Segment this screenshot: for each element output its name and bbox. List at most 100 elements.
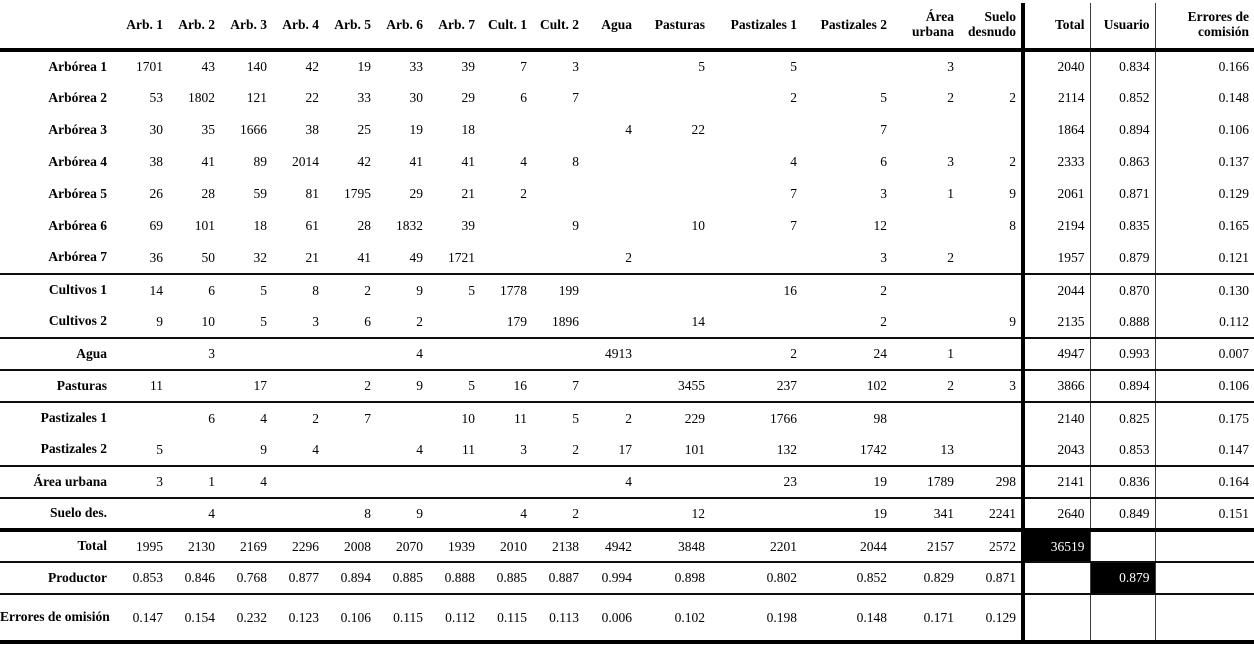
value-cell: 0.894 bbox=[1089, 370, 1155, 402]
value-cell: 24 bbox=[873, 346, 888, 361]
column-header-pastizales-2: Pastizales 2 bbox=[820, 16, 887, 32]
value-cell: 0.148 bbox=[856, 609, 887, 625]
value-cell: 2014 bbox=[292, 154, 319, 169]
value-cell: 0.849 bbox=[1089, 498, 1155, 530]
value-cell: 2241 bbox=[989, 505, 1016, 521]
value-cell: 17 bbox=[618, 441, 633, 457]
value-cell: 9 bbox=[416, 378, 423, 393]
value-cell: 35 bbox=[201, 122, 216, 137]
value-cell: 229 bbox=[684, 410, 705, 426]
value-cell: 9 bbox=[416, 282, 423, 298]
value-cell: 132 bbox=[776, 441, 797, 457]
value-cell: 2 bbox=[947, 378, 954, 393]
value-cell: 0.102 bbox=[674, 609, 705, 625]
value-cell: 0.835 bbox=[1089, 210, 1155, 242]
value-cell: 19 bbox=[873, 505, 888, 521]
column-header-pasturas: Pasturas bbox=[654, 16, 705, 32]
value-cell bbox=[710, 242, 802, 274]
value-cell: 2 bbox=[364, 378, 371, 393]
value-cell: 30 bbox=[149, 122, 164, 137]
value-cell: 6 bbox=[520, 90, 527, 105]
value-cell bbox=[532, 242, 584, 274]
value-cell: 2 bbox=[947, 249, 954, 265]
value-cell: 0.846 bbox=[184, 570, 215, 585]
value-cell bbox=[112, 338, 168, 370]
value-cell bbox=[168, 370, 220, 402]
value-cell: 4942 bbox=[605, 538, 632, 554]
value-cell: 0.885 bbox=[392, 570, 423, 585]
value-cell: 7 bbox=[572, 378, 579, 393]
value-cell bbox=[892, 402, 959, 434]
value-cell: 0.129 bbox=[985, 609, 1016, 625]
value-cell bbox=[710, 498, 802, 530]
value-cell: 33 bbox=[409, 59, 424, 74]
column-header-cult-2: Cult. 2 bbox=[539, 16, 579, 32]
value-cell: 1721 bbox=[448, 249, 475, 265]
value-cell bbox=[802, 50, 892, 82]
value-cell: 2572 bbox=[989, 538, 1016, 554]
table-row-pastizales-2: Pastizales 2 5 9 4 4 11 3 2 17 101 132 1742 13 2043 0.… bbox=[0, 434, 1254, 466]
value-cell: 3 bbox=[208, 346, 215, 361]
value-cell: 1701 bbox=[136, 59, 163, 74]
value-cell: 4 bbox=[625, 474, 632, 489]
value-cell: 2194 bbox=[1021, 210, 1090, 242]
value-cell: 2 bbox=[416, 313, 423, 329]
matrix-body: Arbórea 1 1701 43 140 42 19 33 39 7 3 5 5 3 2040 0.834… bbox=[0, 50, 1254, 642]
value-cell: 12 bbox=[691, 505, 706, 521]
value-cell: 3 bbox=[1009, 378, 1016, 393]
value-cell: 16 bbox=[513, 378, 528, 393]
value-cell bbox=[959, 434, 1023, 466]
table-row-agua: Agua 3 4 4913 2 24 1 4947 0.993 0.007 bbox=[0, 338, 1254, 370]
value-cell: 4 bbox=[790, 154, 797, 169]
row-label: Errores de omisión bbox=[0, 609, 110, 625]
value-cell bbox=[892, 306, 959, 338]
value-cell: 9 bbox=[1009, 186, 1016, 201]
value-cell: 13 bbox=[940, 441, 955, 457]
value-cell: 4 bbox=[208, 505, 215, 521]
value-cell: 3848 bbox=[678, 538, 705, 554]
value-cell bbox=[959, 274, 1023, 306]
grand-total-cell: 36519 bbox=[1021, 530, 1090, 562]
value-cell: 2 bbox=[572, 441, 579, 457]
value-cell: 0.129 bbox=[1154, 178, 1254, 210]
table-row-arborea-5: Arbórea 5 26 28 59 81 1795 29 21 2 7 3 1 9 2061 0.871 0… bbox=[0, 178, 1254, 210]
value-cell: 10 bbox=[691, 218, 706, 233]
value-cell bbox=[959, 50, 1023, 82]
value-cell: 81 bbox=[305, 186, 320, 201]
value-cell bbox=[584, 178, 637, 210]
value-cell: 6 bbox=[880, 154, 887, 169]
value-cell: 0.006 bbox=[601, 609, 632, 625]
value-cell bbox=[480, 114, 532, 146]
value-cell: 1766 bbox=[770, 410, 797, 426]
column-header-cult-1: Cult. 1 bbox=[487, 16, 527, 32]
value-cell: 16 bbox=[783, 282, 798, 298]
value-cell bbox=[584, 498, 637, 530]
value-cell: 0.885 bbox=[496, 570, 527, 585]
column-header-arb-2: Arb. 2 bbox=[178, 16, 215, 32]
value-cell: 10 bbox=[201, 313, 216, 329]
value-cell bbox=[584, 274, 637, 306]
value-cell: 0.993 bbox=[1089, 338, 1155, 370]
value-cell bbox=[1154, 594, 1254, 642]
value-cell: 3455 bbox=[678, 378, 705, 393]
value-cell: 39 bbox=[461, 218, 476, 233]
value-cell: 0.879 bbox=[1089, 242, 1155, 274]
column-header-pastizales-1: Pastizales 1 bbox=[730, 16, 797, 32]
value-cell: 30 bbox=[409, 90, 424, 105]
value-cell: 5 bbox=[156, 441, 163, 457]
value-cell: 36 bbox=[149, 249, 164, 265]
value-cell: 0.007 bbox=[1154, 338, 1254, 370]
value-cell: 6 bbox=[208, 410, 215, 426]
value-cell bbox=[959, 338, 1023, 370]
value-cell: 4 bbox=[520, 154, 527, 169]
value-cell: 49 bbox=[409, 249, 424, 265]
value-cell: 102 bbox=[866, 378, 887, 393]
value-cell: 4913 bbox=[605, 346, 632, 361]
value-cell: 7 bbox=[790, 218, 797, 233]
column-header-arb-4: Arb. 4 bbox=[282, 16, 319, 32]
value-cell bbox=[637, 178, 710, 210]
value-cell bbox=[376, 466, 428, 498]
value-cell bbox=[584, 50, 637, 82]
value-cell bbox=[584, 210, 637, 242]
value-cell bbox=[710, 114, 802, 146]
